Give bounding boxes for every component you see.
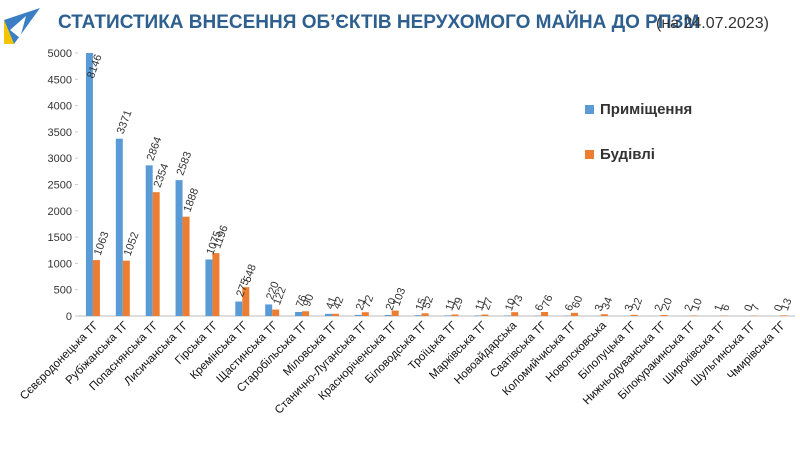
- bar: [451, 314, 458, 316]
- y-tick-label: 4000: [48, 101, 72, 113]
- y-tick-label: 1500: [48, 232, 72, 244]
- bar: [295, 312, 302, 316]
- data-label: 76: [540, 293, 555, 309]
- data-label: 2864: [145, 135, 165, 162]
- bar: [415, 315, 422, 316]
- chart-subtitle: (на 24.07.2023): [656, 15, 769, 32]
- data-label: 2583: [175, 150, 195, 177]
- bar: [176, 180, 183, 316]
- bar: [504, 315, 511, 316]
- bar: [481, 315, 488, 316]
- chart-title: СТАТИСТИКА ВНЕСЕННЯ ОБ’ЄКТІВ НЕРУХОМОГО …: [58, 11, 699, 33]
- y-tick-label: 3000: [48, 153, 72, 165]
- data-label: 2354: [152, 162, 172, 189]
- bar: [93, 260, 100, 316]
- data-label: 3371: [115, 109, 135, 136]
- y-tick-label: 0: [66, 311, 72, 323]
- bar: [780, 315, 787, 316]
- y-tick-label: 500: [54, 285, 72, 297]
- bar: [422, 313, 429, 316]
- legend-label: Будівлі: [600, 146, 655, 163]
- data-label: 103: [391, 286, 409, 307]
- bar: [332, 314, 339, 316]
- data-label: 1063: [92, 230, 112, 257]
- bar: [355, 315, 362, 316]
- data-label: 72: [361, 294, 376, 310]
- bar: [153, 192, 160, 316]
- bar: [235, 302, 242, 316]
- data-label: 60: [570, 294, 585, 310]
- bar: [444, 315, 451, 316]
- bar: [302, 311, 309, 316]
- bar: [362, 312, 369, 316]
- bar: [272, 310, 279, 316]
- data-label: 90: [301, 293, 316, 309]
- y-tick-label: 5000: [48, 48, 72, 60]
- y-tick-label: 3500: [48, 127, 72, 139]
- bar: [183, 217, 190, 316]
- data-label: 52: [421, 295, 436, 311]
- bar: [601, 314, 608, 316]
- bar: [325, 314, 332, 316]
- data-label: 1888: [182, 187, 202, 214]
- bar: [86, 0, 93, 316]
- logo: [4, 8, 40, 44]
- data-label: 13: [779, 297, 794, 313]
- bar: [661, 315, 668, 316]
- data-label: 1052: [122, 231, 142, 258]
- data-label: 10: [689, 297, 704, 313]
- bar: [146, 165, 153, 316]
- bar: [116, 139, 123, 316]
- data-label: 548: [241, 263, 259, 284]
- bar: [123, 261, 130, 316]
- legend-swatch: [585, 150, 594, 159]
- y-tick-label: 2000: [48, 206, 72, 218]
- data-label: 73: [510, 294, 525, 310]
- legend-label: Приміщення: [600, 101, 692, 118]
- data-label: 20: [660, 296, 675, 312]
- y-tick-label: 1000: [48, 258, 72, 270]
- bar: [690, 315, 697, 316]
- data-label: 34: [600, 296, 615, 312]
- data-label: 27: [480, 296, 495, 312]
- y-tick-label: 4500: [48, 74, 72, 86]
- bar: [511, 312, 518, 316]
- bar: [265, 304, 272, 316]
- bar: [212, 253, 219, 316]
- bar: [205, 259, 212, 316]
- legend-swatch: [585, 105, 594, 114]
- bar: [631, 315, 638, 316]
- data-label: 22: [630, 296, 645, 312]
- data-label: 42: [331, 295, 346, 311]
- data-label: 29: [450, 296, 465, 312]
- y-tick-label: 2500: [48, 180, 72, 192]
- bar: [474, 315, 481, 316]
- bar: [571, 313, 578, 316]
- data-label: 1196: [211, 224, 230, 250]
- bar: [385, 315, 392, 316]
